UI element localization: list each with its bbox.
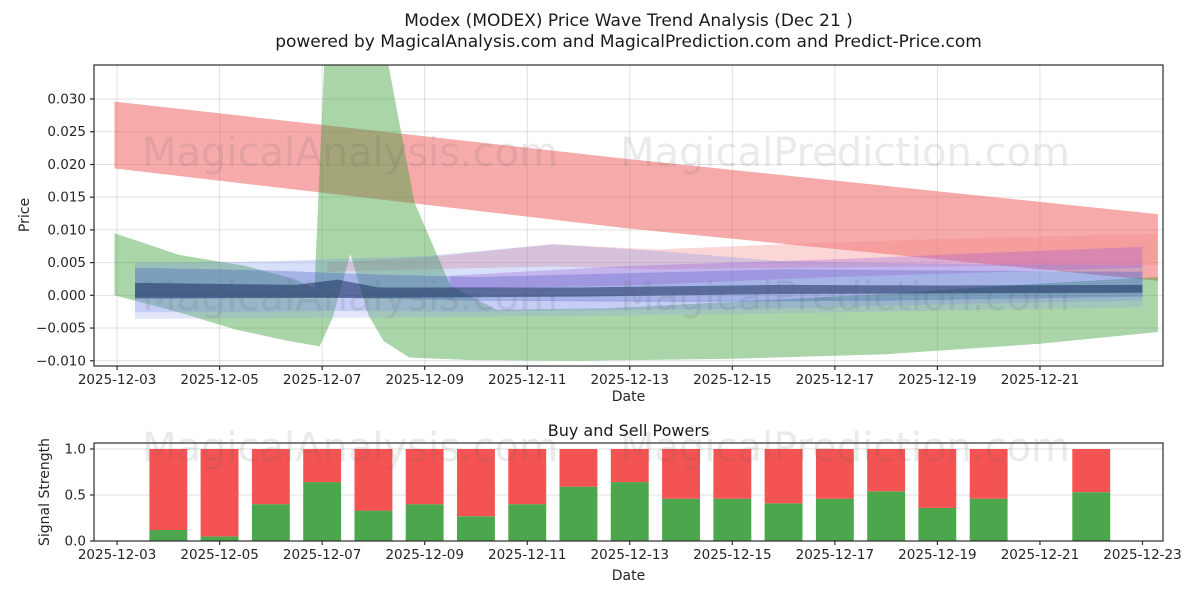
x-tick-label: 2025-12-15 [693, 372, 771, 388]
x-tick-label: 2025-12-15 [693, 547, 771, 563]
sell-power-bar [662, 449, 700, 499]
y-tick-label: −0.010 [36, 353, 86, 369]
buy-power-bar [200, 536, 239, 541]
plot-border [93, 64, 1164, 367]
x-tick-label: 2025-12-07 [283, 372, 361, 388]
sell-power-bar [610, 449, 649, 483]
sell-power-bar [1072, 449, 1111, 493]
bottom-chart-title: Buy and Sell Powers [547, 421, 710, 440]
sell-power-bar [918, 449, 957, 508]
sell-power-bar [200, 449, 239, 537]
y-tick-label: 1.0 [65, 441, 86, 457]
sell-power-bar [303, 449, 342, 483]
sell-power-bar [764, 449, 803, 504]
sell-power-bar [867, 449, 906, 492]
chart-title: Modex (MODEX) Price Wave Trend Analysis … [404, 11, 853, 31]
x-tick-label: 2025-12-09 [385, 372, 463, 388]
sell-power-bar [251, 449, 290, 505]
x-tick-label: 2025-12-23 [1103, 547, 1181, 563]
date-axis-label-top: Date [611, 389, 646, 405]
buy-power-bar [764, 503, 803, 541]
buy-power-bar [149, 530, 188, 541]
x-tick-label: 2025-12-03 [78, 547, 156, 563]
watermark-magicalprediction: MagicalPrediction.com [620, 274, 1070, 320]
chart-subtitle: powered by MagicalAnalysis.com and Magic… [275, 32, 982, 52]
buy-power-bar [610, 482, 649, 541]
watermark-magicalprediction: MagicalPrediction.com [620, 425, 1070, 471]
buy-power-bar [251, 504, 290, 541]
buy-power-bar [405, 504, 444, 541]
x-tick-label: 2025-12-13 [591, 372, 669, 388]
price-band-dark-core-band [135, 279, 1143, 298]
price-band-bearish-wave-band [114, 101, 1158, 281]
price-band-bullish-wave-band [114, 65, 1158, 361]
x-tick-label: 2025-12-07 [283, 547, 361, 563]
y-tick-label: 0.010 [47, 222, 86, 238]
watermark-magicalanalysis: MagicalAnalysis.com [142, 274, 558, 320]
y-tick-label: 0.005 [47, 255, 86, 271]
buy-power-bar [662, 498, 700, 541]
price-band-purple-wave-band [450, 246, 1143, 289]
x-tick-label: 2025-12-05 [180, 372, 258, 388]
y-tick-label: −0.005 [36, 321, 86, 337]
buy-power-bar [918, 507, 957, 541]
sell-power-bar [457, 449, 495, 517]
sell-power-bar [149, 449, 188, 530]
watermark-magicalprediction: MagicalPrediction.com [620, 130, 1070, 176]
sell-power-bar [354, 449, 393, 511]
y-tick-label: 0.000 [47, 288, 86, 304]
x-tick-label: 2025-12-11 [488, 547, 566, 563]
buy-power-bar [867, 491, 906, 541]
buy-power-bar [815, 498, 854, 541]
x-tick-label: 2025-12-19 [898, 372, 976, 388]
y-tick-label: 0.030 [47, 92, 86, 108]
buy-power-bar [303, 482, 342, 541]
buy-power-bar [559, 486, 598, 541]
x-tick-label: 2025-12-05 [180, 547, 258, 563]
y-tick-label: 0.0 [65, 534, 86, 550]
sell-power-bar [508, 449, 547, 505]
x-tick-label: 2025-12-03 [78, 372, 156, 388]
sell-power-bar [713, 449, 752, 499]
x-tick-label: 2025-12-09 [385, 547, 463, 563]
buy-power-bar [713, 498, 752, 541]
buy-power-bar [508, 504, 547, 541]
y-tick-label: 0.015 [47, 190, 86, 206]
buy-power-bar [969, 498, 1008, 541]
x-tick-label: 2025-12-21 [1001, 372, 1079, 388]
watermark-magicalanalysis: MagicalAnalysis.com [142, 130, 558, 176]
price-band-pink-forecast-band [327, 233, 1158, 272]
sell-power-bar [405, 449, 444, 505]
x-tick-label: 2025-12-13 [591, 547, 669, 563]
sell-power-bar [815, 449, 854, 499]
watermark-magicalanalysis: MagicalAnalysis.com [142, 425, 558, 471]
price-band-lavender-wave-band [135, 296, 1143, 319]
x-tick-label: 2025-12-17 [796, 547, 874, 563]
buy-power-bar [1072, 492, 1111, 541]
buy-power-bar [457, 516, 495, 541]
x-tick-label: 2025-12-11 [488, 372, 566, 388]
buy-power-bar [354, 510, 393, 541]
x-tick-label: 2025-12-17 [796, 372, 874, 388]
sell-power-bar [559, 449, 598, 487]
date-axis-label-bottom: Date [611, 568, 646, 584]
sell-power-bar [969, 449, 1008, 499]
plot-border [93, 442, 1164, 542]
y-tick-label: 0.5 [65, 487, 86, 503]
x-tick-label: 2025-12-19 [898, 547, 976, 563]
x-tick-label: 2025-12-21 [1001, 547, 1079, 563]
y-tick-label: 0.025 [47, 124, 86, 140]
y-tick-label: 0.020 [47, 157, 86, 173]
